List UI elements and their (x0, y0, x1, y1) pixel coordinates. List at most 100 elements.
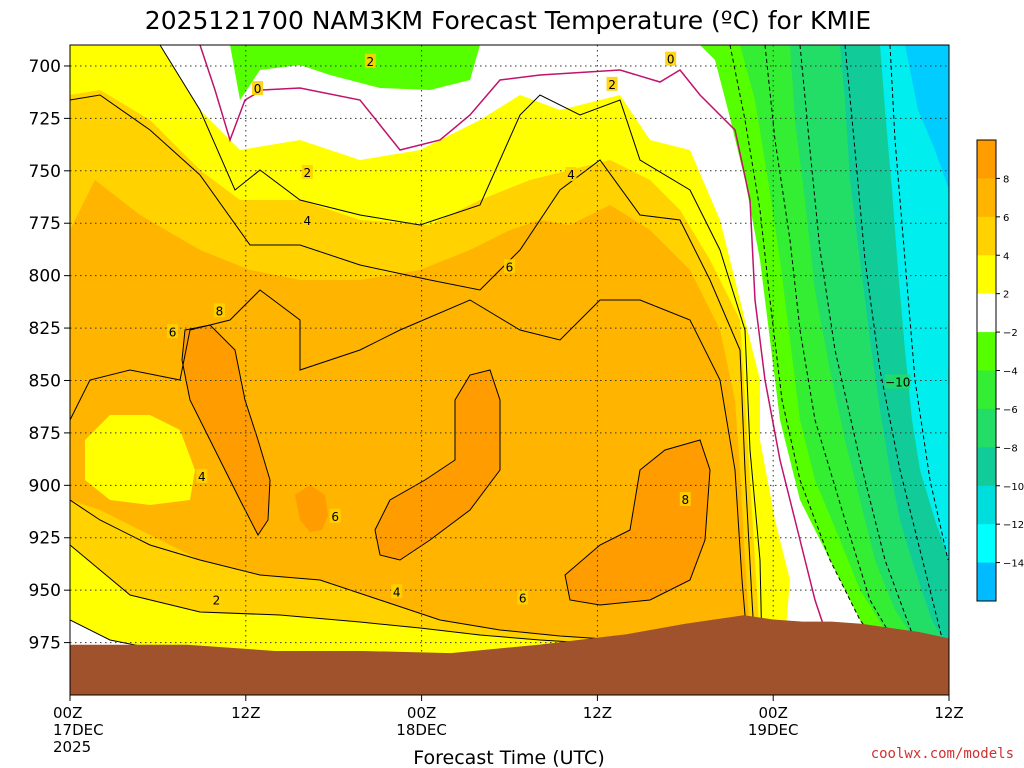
x-tick-label: 00Z (53, 704, 82, 722)
y-axis: 700 725 750 775 800 825 850 875 900 925 950 975 (29, 57, 70, 654)
x-tick-label: 18DEC (396, 721, 447, 739)
contour-label: 4 (393, 585, 401, 599)
colorbar-swatch (977, 332, 996, 371)
fill-plus8-region-b (375, 370, 500, 560)
colorbar-swatch (977, 140, 996, 179)
x-tick-label: 2025 (53, 738, 91, 756)
contour-label: 8 (681, 493, 689, 507)
isotherm-8-line-b (374, 369, 501, 561)
chart-title: 2025121700 NAM3KM Forecast Temperature (… (145, 6, 871, 35)
fill-plus8-region-d (295, 485, 328, 532)
isotherm-neg6-line (799, 45, 921, 656)
isotherm-neg2-line (729, 45, 891, 661)
credit-text: coolwx.com/models (871, 746, 1014, 762)
contour-label-bg (885, 374, 911, 389)
isotherm-neg4-line (764, 45, 906, 661)
terrain-ground (70, 615, 949, 695)
fill-plus2-pocket (85, 415, 195, 505)
colorbar-label: −10 (1003, 482, 1024, 493)
contour-label: 2 (213, 594, 221, 608)
isotherm-2-line (159, 45, 763, 651)
contour-label: 0 (254, 82, 262, 96)
colorbar-label: 8 (1003, 174, 1009, 185)
contour-labels: 2 0 0 2 2 4 4 6 8 6 4 6 8 4 6 2 −10 (167, 51, 911, 608)
colorbar-label: −4 (1003, 367, 1018, 378)
fill-top-green-region (230, 45, 480, 100)
contour-label-bg (329, 508, 341, 523)
y-tick-label: 975 (29, 634, 61, 654)
contour-label-bg (665, 51, 677, 66)
contour-label: 2 (304, 166, 312, 180)
colorbar-label: 4 (1003, 251, 1009, 262)
contour-label: 6 (331, 510, 339, 524)
contour-label: 2 (367, 55, 375, 69)
y-tick-label: 950 (29, 581, 61, 601)
x-tick-label: 19DEC (748, 721, 799, 739)
contour-label-bg (504, 259, 515, 274)
colorbar-swatch (977, 562, 996, 602)
contour-label-bg (391, 584, 403, 599)
contour-label: 4 (567, 168, 575, 182)
colorbar-label: −12 (1003, 520, 1024, 531)
colorbar-label: −8 (1003, 443, 1018, 454)
colorbar-swatch (977, 293, 996, 333)
x-axis-title: Forecast Time (UTC) (413, 747, 604, 768)
contour-label-bg (517, 590, 529, 605)
colorbar-swatch (977, 370, 996, 410)
contour-label: 6 (519, 592, 527, 606)
contour-label: 8 (216, 304, 224, 318)
contour-label: 2 (608, 78, 616, 92)
contour-label-bg (301, 213, 313, 228)
fill-plus8-region-a (182, 325, 270, 535)
colorbar-label: −14 (1003, 559, 1024, 570)
colorbar-swatch (977, 216, 996, 256)
fill-cold-cyan3-region (905, 45, 949, 190)
plot-area: 2 0 0 2 2 4 4 6 8 6 4 6 8 4 6 2 −10 (70, 45, 949, 695)
contour-label: 0 (667, 53, 675, 67)
colorbar-label: −6 (1003, 405, 1018, 416)
colorbar-label: 2 (1003, 290, 1009, 301)
isotherm-neg8-line (844, 45, 946, 651)
colorbar-swatch (977, 408, 996, 448)
contour-label-bg (167, 324, 179, 339)
isotherm-6-line (70, 289, 749, 651)
contour-label: −10 (885, 376, 910, 390)
contour-label: 6 (506, 260, 514, 274)
x-tick-label: 00Z (759, 704, 788, 722)
y-tick-label: 875 (29, 424, 61, 444)
isotherm-neg10-line (889, 45, 949, 561)
isotherm-8-line-c (564, 439, 711, 606)
contour-label: 4 (304, 214, 312, 228)
fill-plus8-region-c (565, 440, 710, 605)
colorbar-swatch (977, 524, 996, 564)
y-tick-label: 725 (29, 109, 61, 129)
fill-plus6-region (70, 180, 750, 640)
colorbar-swatch (977, 255, 996, 295)
contour-label-bg (213, 303, 225, 318)
colorbar-swatch (977, 447, 996, 487)
contour-label-bg (252, 81, 264, 96)
y-tick-label: 700 (29, 57, 61, 77)
x-tick-label: 00Z (407, 704, 436, 722)
x-tick-label: 12Z (934, 704, 963, 722)
contour-label-bg (364, 53, 376, 68)
colorbar-swatch (977, 178, 996, 218)
contour-label-bg (606, 76, 618, 91)
contour-label: 4 (198, 470, 206, 484)
fill-cold-cyan2-region (880, 45, 949, 560)
contour-label-bg (565, 167, 577, 181)
y-tick-label: 775 (29, 214, 61, 234)
contour-label-bg (196, 468, 208, 483)
y-tick-label: 800 (29, 267, 61, 287)
y-tick-label: 850 (29, 371, 61, 391)
isotherm-8-line-a (181, 324, 271, 536)
y-tick-label: 750 (29, 162, 61, 182)
isotherm-4-line (70, 94, 756, 651)
x-tick-label: 17DEC (53, 721, 104, 739)
y-tick-label: 900 (29, 476, 61, 496)
contour-label-bg (301, 164, 313, 179)
colorbar-label: 6 (1003, 213, 1009, 224)
contour-label: 6 (169, 325, 177, 339)
